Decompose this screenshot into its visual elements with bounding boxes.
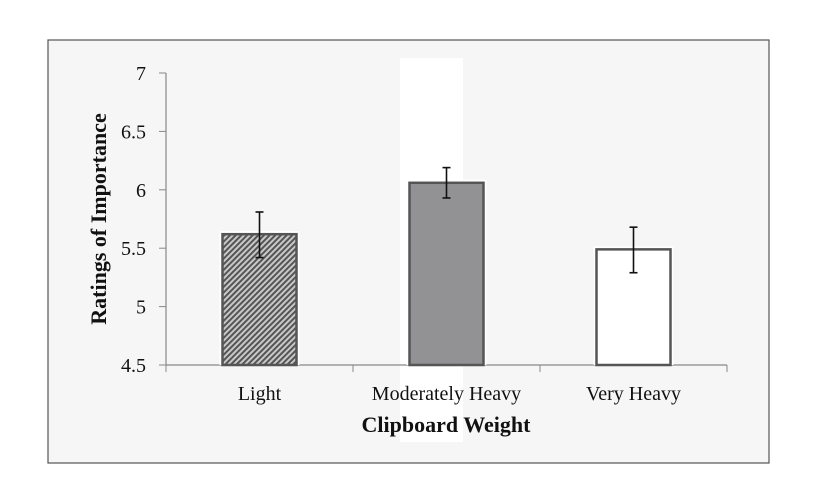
x-tick-label: Very Heavy	[586, 383, 681, 405]
y-tick-label: 7	[136, 63, 146, 85]
y-tick-label: 5	[136, 297, 146, 319]
y-tick-label: 6.5	[121, 121, 146, 143]
bar-moderately-heavy	[408, 181, 485, 367]
y-tick-label: 6	[136, 180, 146, 202]
x-tick-label: Moderately Heavy	[372, 383, 521, 405]
y-tick-label: 5.5	[121, 238, 146, 260]
x-axis-label: Clipboard Weight	[362, 412, 532, 437]
y-axis-label: Ratings of Importance	[86, 113, 111, 325]
x-tick-label: Light	[238, 383, 282, 405]
y-tick-label: 4.5	[121, 355, 146, 377]
